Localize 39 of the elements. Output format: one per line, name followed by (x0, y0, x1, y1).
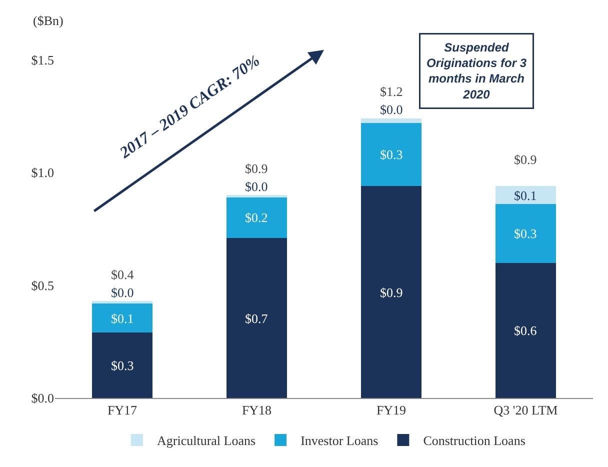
bar (226, 238, 288, 398)
bar (360, 118, 422, 124)
data-label: $0.0 (245, 179, 268, 194)
data-label: $0.2 (245, 210, 268, 225)
bar (360, 123, 422, 186)
y-tick-label: $0.5 (31, 278, 54, 293)
data-label: $0.1 (514, 188, 537, 203)
data-label: $0.7 (245, 311, 268, 326)
x-tick-label: Q3 '20 LTM (494, 402, 558, 418)
total-label: $1.2 (380, 84, 403, 99)
data-label: $0.3 (514, 226, 537, 241)
data-label: $0.3 (380, 147, 403, 162)
bar (495, 204, 556, 263)
data-label: $0.0 (380, 102, 403, 117)
x-tick-label: FY19 (376, 402, 406, 418)
legend-label: Agricultural Loans (157, 433, 256, 448)
data-label: $0.0 (111, 285, 134, 300)
annotation: Suspended Originations for 3 months in March 2020 (426, 40, 527, 102)
bar (92, 332, 153, 398)
total-label: $0.4 (111, 267, 134, 282)
bar (360, 186, 422, 398)
y-tick-label: $0.0 (31, 390, 54, 406)
total-label: $0.9 (514, 152, 537, 167)
x-tick-label: FY17 (107, 402, 138, 418)
total-label: $0.9 (245, 161, 268, 176)
legend-label: Investor Loans (300, 433, 378, 448)
bar (495, 186, 556, 204)
y-axis-title: ($Bn) (33, 13, 64, 28)
data-label: $0.1 (111, 311, 134, 326)
x-tick-label: FY18 (242, 402, 272, 418)
y-tick-label: $1.0 (31, 165, 54, 180)
bar (495, 262, 556, 398)
bar (92, 303, 153, 333)
bar (226, 197, 288, 238)
legend-label: Construction Loans (423, 433, 526, 448)
data-label: $0.6 (514, 323, 538, 338)
data-label: $0.3 (111, 358, 134, 373)
y-tick-label: $1.5 (31, 52, 54, 68)
data-label: $0.9 (380, 285, 403, 300)
